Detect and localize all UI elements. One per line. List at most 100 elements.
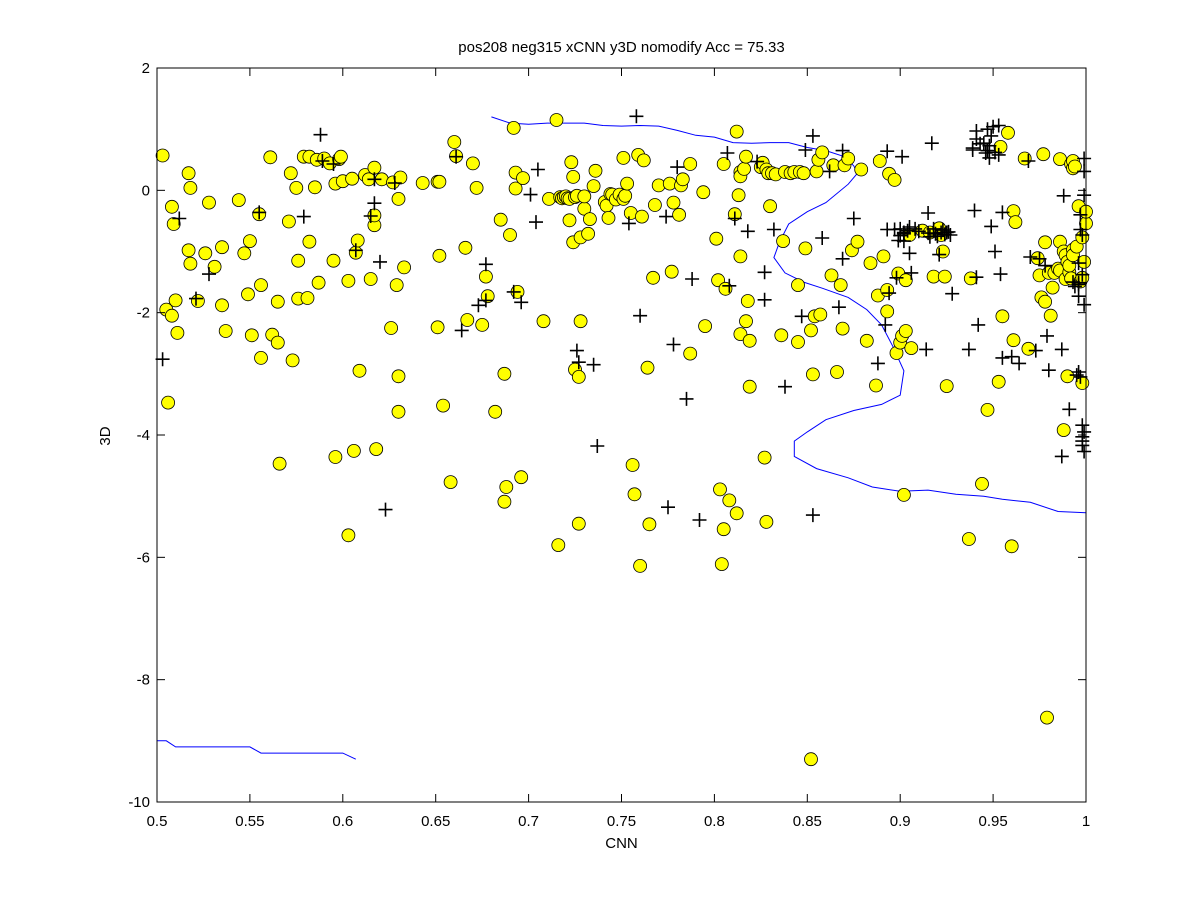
circle-point-238 [897,487,911,502]
circle-point-22 [241,287,255,302]
circle-point-30 [270,335,285,350]
circle-point-129 [583,212,597,227]
x-tick-label: 0.85 [793,813,822,830]
circle-point-257 [995,309,1010,324]
circle-point-153 [648,198,662,212]
plus-point-27 [569,343,584,358]
plus-point-119 [995,205,1010,220]
plus-point-46 [757,292,772,307]
decision-boundaries [157,116,1087,760]
plus-point-73 [896,225,911,240]
circle-point-80 [432,174,447,189]
circle-point-13 [190,294,205,308]
circle-point-26 [254,278,268,293]
circle-point-83 [443,475,458,490]
circle-point-218 [835,321,850,336]
plus-point-69 [893,228,908,243]
boundary-line-2 [157,740,357,760]
plus-point-94 [943,228,958,242]
circle-point-162 [683,157,698,171]
plus-point-29 [586,357,601,372]
circle-point-212 [813,307,828,322]
plus-point-121 [1004,349,1019,364]
plus-point-28 [571,355,586,370]
circle-point-274 [1045,280,1060,295]
x-tick-label: 0.7 [518,813,539,830]
circle-point-40 [300,291,315,305]
plus-point-82 [921,206,936,220]
y-tick-label: -2 [137,305,150,322]
y-tick-label: 0 [142,182,150,199]
circle-point-74 [391,191,406,206]
circle-point-89 [469,180,484,195]
circle-point-108 [551,538,566,552]
x-tick-label: 0.9 [890,813,911,830]
x-tick-label: 0.75 [607,813,636,830]
plus-point-23 [514,295,529,310]
circle-point-252 [963,271,978,286]
plus-point-13 [367,172,382,187]
plus-point-149 [1075,438,1090,453]
circle-point-34 [283,166,298,181]
circle-point-157 [666,195,681,210]
circle-point-97 [499,480,514,494]
plus-point-21 [478,257,493,272]
y-axis-label: 3D [97,426,114,445]
plus-point-117 [991,147,1006,162]
plus-point-53 [805,508,820,523]
circle-point-184 [740,294,755,308]
plus-point-154 [1077,444,1092,459]
circle-point-93 [488,404,503,419]
circle-point-181 [737,161,751,176]
circle-point-35 [285,353,300,368]
circle-point-253 [975,476,989,491]
plus-point-98 [965,143,980,157]
circle-point-76 [397,260,412,275]
circle-point-131 [588,163,603,178]
plus-point-34 [659,209,674,224]
plus-point-22 [506,284,521,299]
circle-point-217 [833,278,848,293]
circle-point-84 [447,135,462,149]
circle-point-163 [696,185,711,200]
plus-point-156 [1077,164,1092,179]
plus-point-7 [313,127,328,142]
circle-point-248 [936,244,950,259]
plus-point-126 [1032,251,1047,266]
plus-point-40 [692,513,707,527]
circle-point-18 [215,298,229,313]
circle-point-77 [415,176,430,190]
circle-point-14 [198,246,213,261]
circle-point-134 [601,210,616,225]
circle-point-122 [571,516,586,531]
circle-point-170 [716,522,731,537]
plus-point-3 [189,291,203,306]
plus-point-24 [523,187,538,202]
plus-point-64 [882,286,897,301]
plus-point-148 [1075,418,1090,433]
circle-point-145 [627,487,642,502]
plus-point-123 [1021,154,1036,168]
circle-point-180 [733,327,748,342]
circle-point-125 [573,314,588,329]
plus-point-56 [831,300,846,315]
circle-point-123 [571,369,586,384]
circle-point-269 [1038,294,1052,309]
circle-point-164 [698,319,712,334]
circle-point-196 [774,328,789,343]
circle-point-104 [516,171,530,186]
circle-point-254 [980,402,995,417]
plus-point-143 [1073,207,1088,222]
circle-point-105 [536,314,551,329]
circle-point-3 [161,395,176,410]
circle-point-10 [181,243,196,258]
circle-point-205 [798,241,813,256]
plus-point-129 [1041,363,1056,378]
circle-point-185 [742,379,757,394]
circle-point-174 [729,124,744,139]
plus-point-116 [991,118,1006,133]
circle-point-220 [841,151,856,166]
plus-point-19 [471,298,486,313]
circle-point-5 [164,199,179,214]
circle-series [155,113,1093,767]
